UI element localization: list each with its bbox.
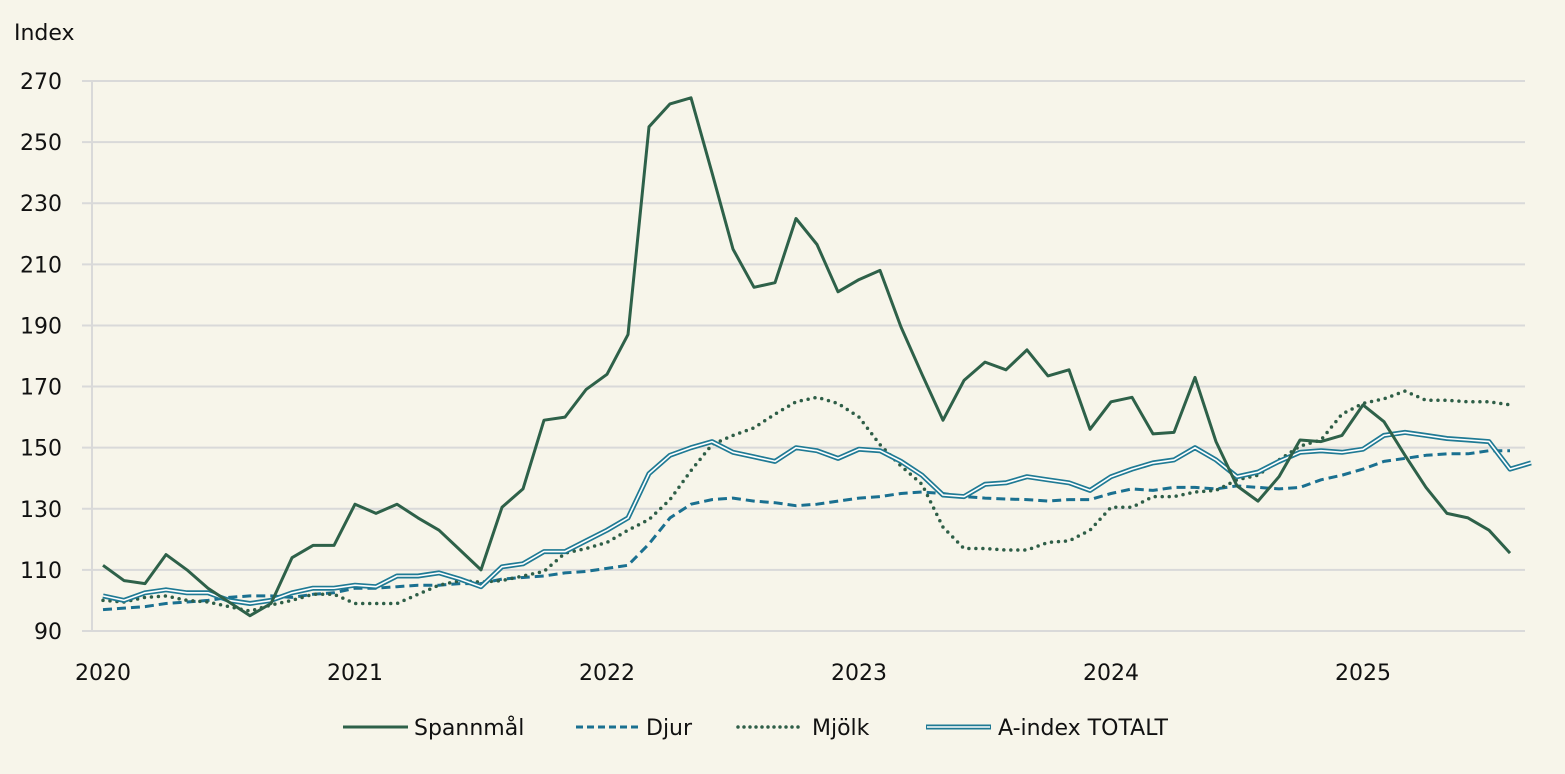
x-tick-label: 2023 bbox=[831, 661, 887, 686]
y-tick-label: 170 bbox=[20, 376, 62, 401]
y-tick-labels: 90 110 130 150 170 190 210 230 250 270 bbox=[20, 70, 62, 645]
y-tick-label: 150 bbox=[20, 437, 62, 462]
x-tick-label: 2020 bbox=[75, 661, 131, 686]
x-tick-label: 2021 bbox=[327, 661, 383, 686]
x-tick-label: 2024 bbox=[1083, 661, 1139, 686]
y-tick-label: 110 bbox=[20, 559, 62, 584]
legend-label: Spannmål bbox=[414, 715, 524, 741]
series-spannm-l-line bbox=[102, 96, 1512, 618]
legend-label: Djur bbox=[646, 716, 693, 741]
y-tick-label: 90 bbox=[34, 620, 62, 645]
x-tick-label: 2025 bbox=[1335, 661, 1391, 686]
x-tick-label: 2022 bbox=[579, 661, 635, 686]
y-tick-label: 250 bbox=[20, 131, 62, 156]
series-a-index-totalt-line bbox=[102, 431, 1532, 605]
y-tick-label: 190 bbox=[20, 314, 62, 339]
gridlines bbox=[82, 80, 1525, 632]
y-tick-label: 130 bbox=[20, 498, 62, 523]
legend-label: A-index TOTALT bbox=[998, 716, 1168, 741]
series-mj-lk-line bbox=[101, 389, 1512, 613]
x-tick-labels: 2020 2021 2022 2023 2024 2025 bbox=[75, 661, 1391, 686]
series-djur-line bbox=[102, 449, 1510, 612]
y-tick-label: 210 bbox=[20, 253, 62, 278]
legend: Spannmål Djur Mjölk A-index TOTALT bbox=[343, 715, 1168, 741]
y-tick-label: 270 bbox=[20, 70, 62, 95]
series-lines bbox=[101, 96, 1532, 618]
y-axis-title: Index bbox=[14, 21, 75, 46]
series-a-index-totalt-outline bbox=[102, 429, 1532, 606]
y-tick-label: 230 bbox=[20, 192, 62, 217]
legend-label: Mjölk bbox=[812, 716, 870, 741]
